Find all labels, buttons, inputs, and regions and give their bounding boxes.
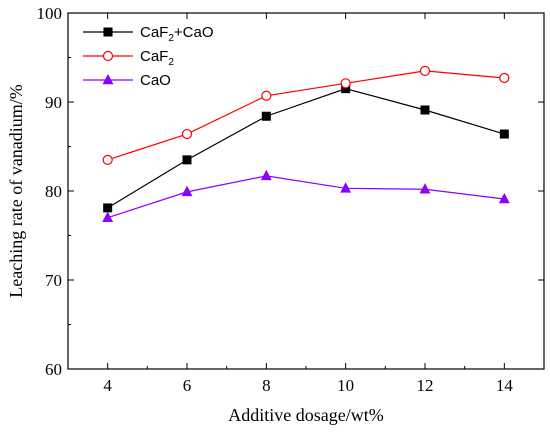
data-point (182, 155, 192, 165)
data-point (261, 90, 272, 101)
x-tick-label: 10 (337, 376, 354, 395)
legend-item: CaF2 (83, 48, 174, 68)
data-point (102, 211, 114, 222)
legend-item: CaO (83, 72, 171, 89)
y-tick-label: 100 (37, 4, 63, 23)
data-point (102, 73, 114, 85)
series-layer (102, 65, 510, 222)
legend-label: CaF2+CaO (140, 24, 214, 44)
x-axis-title: Additive dosage/wt% (228, 405, 383, 425)
data-point (340, 78, 351, 89)
legend-item: CaF2+CaO (83, 24, 214, 44)
x-tick-label: 12 (417, 376, 434, 395)
data-point (419, 183, 431, 194)
x-tick-label: 8 (262, 376, 271, 395)
plot-frame (67, 12, 545, 370)
series-1 (102, 65, 510, 165)
data-point (260, 169, 272, 181)
x-tick-label: 4 (103, 376, 112, 395)
data-point (420, 105, 430, 115)
data-point (340, 182, 352, 193)
y-tick-label: 90 (45, 93, 62, 112)
x-tick-label: 6 (183, 376, 192, 395)
series-line (107, 175, 505, 219)
legend-label: CaF2 (140, 48, 174, 68)
data-point (181, 128, 193, 140)
y-tick-label: 80 (45, 182, 62, 201)
data-point (499, 72, 510, 84)
series-0 (103, 84, 509, 213)
x-tick-label: 14 (496, 376, 514, 395)
data-point (102, 154, 113, 165)
data-point (261, 111, 271, 121)
data-point (103, 27, 113, 37)
data-point (103, 203, 113, 213)
series-line (107, 70, 505, 161)
data-point (419, 65, 431, 76)
series-2 (102, 169, 510, 222)
x-axis-ticks: 4 6 8 10 12 14 (67, 13, 545, 395)
y-tick-label: 60 (45, 360, 62, 379)
y-axis-ticks: 60 70 80 90 100 (37, 4, 544, 379)
series-line (107, 88, 505, 209)
data-point (499, 129, 509, 139)
legend-label: CaO (140, 72, 171, 89)
data-point (181, 185, 193, 197)
y-axis-title: Leaching rate of vanadium/% (6, 84, 26, 297)
legend: CaF2+CaO CaF2 CaO (83, 24, 214, 89)
data-point (102, 50, 114, 62)
data-point (498, 192, 510, 204)
y-tick-label: 70 (45, 271, 62, 290)
